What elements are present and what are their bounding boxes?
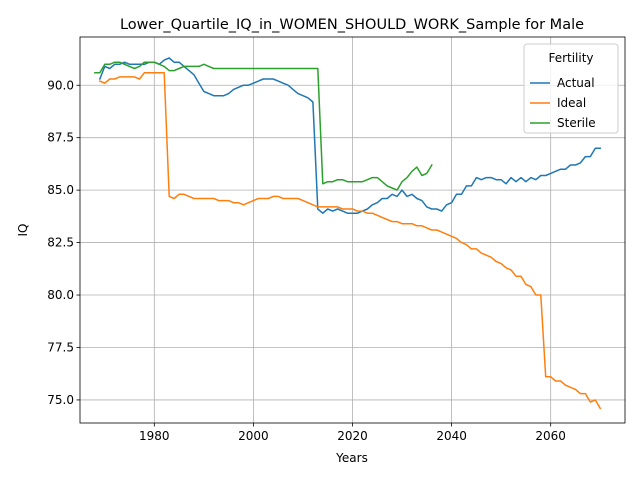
series-line-sterile <box>94 61 433 191</box>
series-layer <box>94 57 602 410</box>
y-tick-label: 87.5 <box>47 131 74 145</box>
legend-label-actual: Actual <box>557 76 595 90</box>
legend-box <box>523 43 619 134</box>
y-axis-label: IQ <box>16 224 30 237</box>
y-tick-label: 82.5 <box>47 236 74 250</box>
y-tick-label: 75.0 <box>47 393 74 407</box>
series-line-actual <box>98 57 601 214</box>
x-axis-label: Years <box>335 451 368 465</box>
ticks: 1980 2000 2020 2040 2060 75.0 77.5 80.0 82.5 85.0… <box>47 78 566 443</box>
x-tick-label: 2000 <box>238 429 269 443</box>
series-line-ideal <box>98 71 602 410</box>
legend-label-sterile: Sterile <box>557 116 596 130</box>
legend-title: Fertility <box>548 51 593 65</box>
chart-title: Lower_Quartile_IQ_in_WOMEN_SHOULD_WORK_S… <box>120 17 584 33</box>
y-tick-label: 90.0 <box>47 78 74 92</box>
x-tick-label: 2060 <box>535 429 566 443</box>
x-tick-label: 2040 <box>436 429 467 443</box>
y-tick-label: 80.0 <box>47 288 74 302</box>
legend-label-ideal: Ideal <box>557 96 586 110</box>
x-tick-label: 1980 <box>139 429 170 443</box>
x-tick-label: 2020 <box>337 429 368 443</box>
y-tick-label: 77.5 <box>47 340 74 354</box>
legend: Fertility Actual Ideal Sterile <box>523 43 619 134</box>
y-tick-label: 85.0 <box>47 183 74 197</box>
